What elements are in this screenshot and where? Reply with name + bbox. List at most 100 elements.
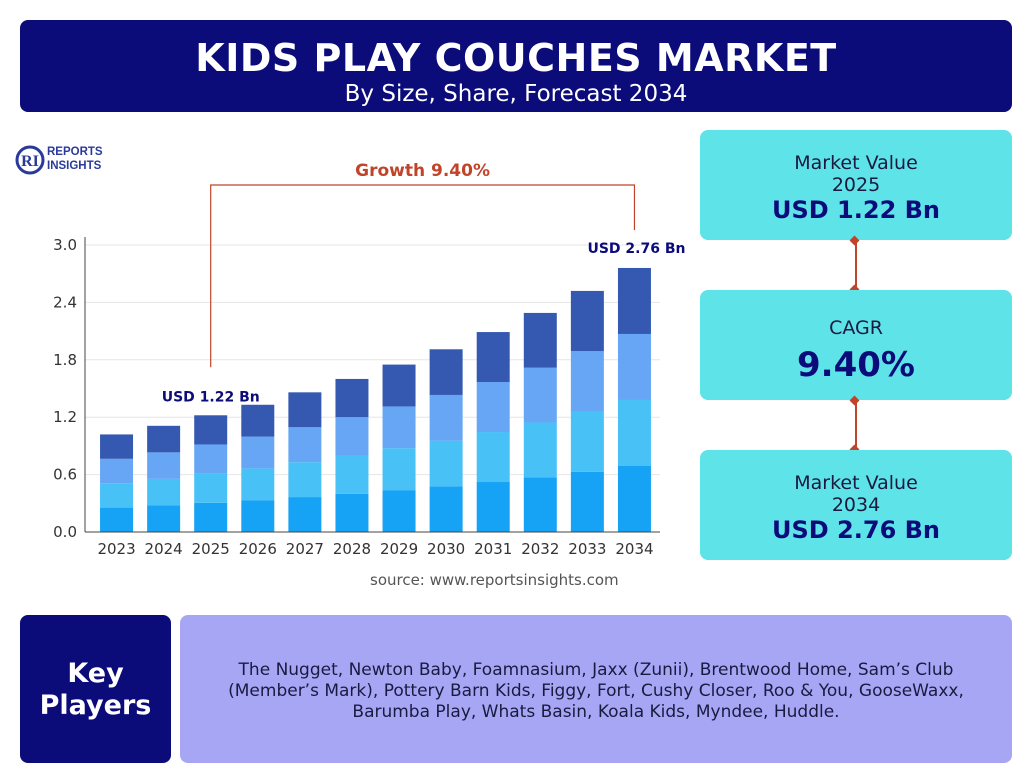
cagr-label: CAGR bbox=[829, 317, 883, 339]
x-tick-label: 2026 bbox=[239, 540, 277, 558]
bar-segment bbox=[147, 425, 181, 453]
bar-segment bbox=[288, 462, 322, 498]
bar-segment bbox=[523, 367, 557, 423]
logo-mark: RI bbox=[21, 153, 39, 170]
bar-segment bbox=[570, 290, 604, 352]
connector-line bbox=[855, 240, 857, 292]
bar-segment bbox=[241, 436, 275, 469]
key-players-heading-line2: Players bbox=[39, 690, 152, 721]
x-tick-label: 2030 bbox=[427, 540, 465, 558]
bar-segment bbox=[570, 411, 604, 472]
source-note: source: www.reportsinsights.com bbox=[370, 571, 619, 589]
market-value-2034-amount: USD 2.76 Bn bbox=[772, 516, 940, 544]
bar-segment bbox=[147, 452, 181, 479]
chart-annotations: Growth 9.40% USD 1.22 Bn USD 2.76 Bn bbox=[162, 161, 686, 405]
bar-segment bbox=[382, 406, 416, 449]
y-tick-label: 2.4 bbox=[53, 293, 77, 311]
x-tick-label: 2032 bbox=[521, 540, 559, 558]
bar-segment bbox=[241, 500, 275, 532]
growth-bracket bbox=[210, 184, 636, 368]
bar-segment bbox=[382, 448, 416, 491]
y-tick-label: 3.0 bbox=[53, 236, 77, 254]
bar-segment bbox=[288, 497, 322, 532]
bar-segment bbox=[382, 490, 416, 532]
bar-segment bbox=[335, 455, 369, 494]
end-value-label: USD 2.76 Bn bbox=[587, 241, 685, 257]
bar-segment bbox=[288, 392, 322, 428]
bar-segment bbox=[100, 507, 134, 532]
market-value-2034-box: Market Value 2034 USD 2.76 Bn bbox=[700, 450, 1012, 560]
bar-segment bbox=[570, 351, 604, 412]
x-tick-label: 2034 bbox=[615, 540, 653, 558]
reports-insights-logo: RI REPORTS INSIGHTS bbox=[14, 143, 124, 179]
connector-dot bbox=[849, 235, 860, 246]
bar-segment bbox=[335, 493, 369, 532]
bar-segment bbox=[194, 473, 228, 503]
bar-segment bbox=[429, 349, 463, 395]
market-value-2025-box: Market Value 2025 USD 1.22 Bn bbox=[700, 130, 1012, 240]
y-tick-label: 1.2 bbox=[53, 408, 77, 426]
chart-grid bbox=[85, 244, 660, 476]
bar-segment bbox=[523, 422, 557, 478]
bar-segment bbox=[617, 399, 651, 466]
key-players-heading-line1: Key bbox=[67, 658, 124, 689]
key-players-list-box: The Nugget, Newton Baby, Foamnasium, Jax… bbox=[180, 615, 1012, 763]
y-tick-label: 0.6 bbox=[53, 466, 77, 484]
bar-segment bbox=[100, 434, 134, 459]
bar-segment bbox=[476, 332, 510, 383]
bar-segment bbox=[194, 444, 228, 474]
x-tick-label: 2023 bbox=[97, 540, 135, 558]
chart-bars bbox=[100, 267, 651, 532]
x-tick-label: 2029 bbox=[380, 540, 418, 558]
bar-segment bbox=[147, 478, 181, 506]
header-banner: KIDS PLAY COUCHES MARKET By Size, Share,… bbox=[20, 20, 1012, 112]
connector-1 bbox=[848, 235, 864, 296]
bar-segment bbox=[523, 477, 557, 532]
market-value-2034-year: 2034 bbox=[831, 494, 881, 516]
bar-segment bbox=[382, 364, 416, 407]
x-tick-label: 2028 bbox=[333, 540, 371, 558]
connector-dot bbox=[849, 395, 860, 406]
start-value-label: USD 1.22 Bn bbox=[162, 389, 260, 405]
x-tick-label: 2025 bbox=[192, 540, 230, 558]
bar-segment bbox=[241, 404, 275, 437]
bar-segment bbox=[429, 486, 463, 532]
bar-segment bbox=[241, 468, 275, 501]
market-value-2034-label: Market Value bbox=[794, 472, 918, 494]
market-value-2025-label: Market Value bbox=[794, 152, 918, 174]
connector-line bbox=[855, 400, 857, 452]
bar-segment bbox=[476, 432, 510, 483]
bar-segment bbox=[335, 417, 369, 456]
chart-axes: 0.0 0.6 1.2 1.8 2.4 3.0 2023 2024 2025 2026 2027 20… bbox=[53, 236, 660, 558]
bar-segment bbox=[100, 458, 134, 484]
bar-segment bbox=[617, 333, 651, 400]
growth-label: Growth 9.40% bbox=[355, 161, 490, 181]
logo-icon: RI bbox=[15, 145, 45, 175]
market-bar-chart: 0.0 0.6 1.2 1.8 2.4 3.0 2023 2024 2025 2026 2027 20… bbox=[53, 161, 686, 558]
bar-segment bbox=[476, 382, 510, 433]
bar-segment bbox=[147, 505, 181, 532]
bar-segment bbox=[617, 267, 651, 334]
bar-segment bbox=[335, 378, 369, 418]
bar-segment bbox=[570, 471, 604, 532]
bar-segment bbox=[476, 482, 510, 532]
x-tick-label: 2024 bbox=[145, 540, 183, 558]
logo-text-line2: INSIGHTS bbox=[47, 160, 102, 172]
bar-segment bbox=[617, 465, 651, 532]
page-title: KIDS PLAY COUCHES MARKET bbox=[195, 36, 837, 80]
logo-text-line1: REPORTS bbox=[47, 146, 103, 158]
bar-segment bbox=[429, 440, 463, 487]
y-tick-label: 0.0 bbox=[53, 523, 77, 541]
x-tick-label: 2031 bbox=[474, 540, 512, 558]
market-value-2025-amount: USD 1.22 Bn bbox=[772, 196, 940, 224]
bar-segment bbox=[100, 483, 134, 508]
y-tick-label: 1.8 bbox=[53, 351, 77, 369]
bar-segment bbox=[194, 415, 228, 445]
page-subtitle: By Size, Share, Forecast 2034 bbox=[344, 81, 688, 107]
key-players-heading-box: Key Players bbox=[20, 615, 171, 763]
x-tick-label: 2027 bbox=[286, 540, 324, 558]
cagr-box: CAGR 9.40% bbox=[700, 290, 1012, 400]
x-tick-label: 2033 bbox=[568, 540, 606, 558]
bar-segment bbox=[288, 427, 322, 463]
cagr-value: 9.40% bbox=[797, 345, 915, 385]
